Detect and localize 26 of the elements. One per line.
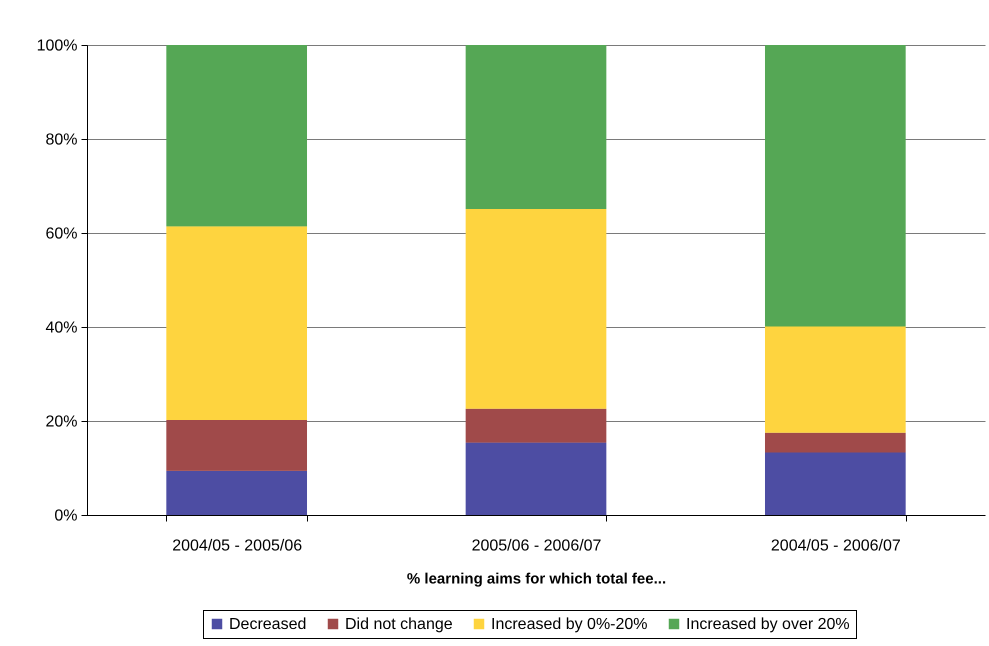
y-tick-label: 100%	[36, 38, 78, 54]
legend-label: Decreased	[229, 616, 306, 633]
x-tick-label: 2004/05 - 2006/07	[770, 538, 901, 554]
legend-label: Increased by over 20%	[686, 616, 850, 633]
y-tick-label: 20%	[45, 414, 78, 430]
bar	[764, 326, 906, 433]
y-tick-label: 40%	[45, 320, 78, 336]
bar	[166, 45, 308, 226]
bar	[466, 45, 606, 210]
legend-label: Increased by 0%-20%	[491, 616, 648, 633]
bar	[466, 209, 606, 409]
bar	[764, 45, 906, 327]
x-tick-label: 2005/06 - 2006/07	[472, 538, 602, 554]
bar	[166, 420, 308, 471]
bar	[166, 470, 308, 515]
y-tick-label: 80%	[45, 132, 78, 148]
x-tick-label: 2004/05 - 2005/06	[172, 538, 302, 554]
bar	[764, 432, 906, 452]
y-tick-label: 0%	[54, 508, 78, 524]
x-axis-title: % learning aims for which total fee...	[406, 570, 666, 588]
bar	[166, 226, 308, 420]
legend-label: Did not change	[345, 616, 453, 633]
bar	[466, 408, 606, 443]
y-tick-label: 60%	[45, 226, 78, 242]
bar	[466, 442, 606, 515]
bar	[764, 452, 906, 515]
